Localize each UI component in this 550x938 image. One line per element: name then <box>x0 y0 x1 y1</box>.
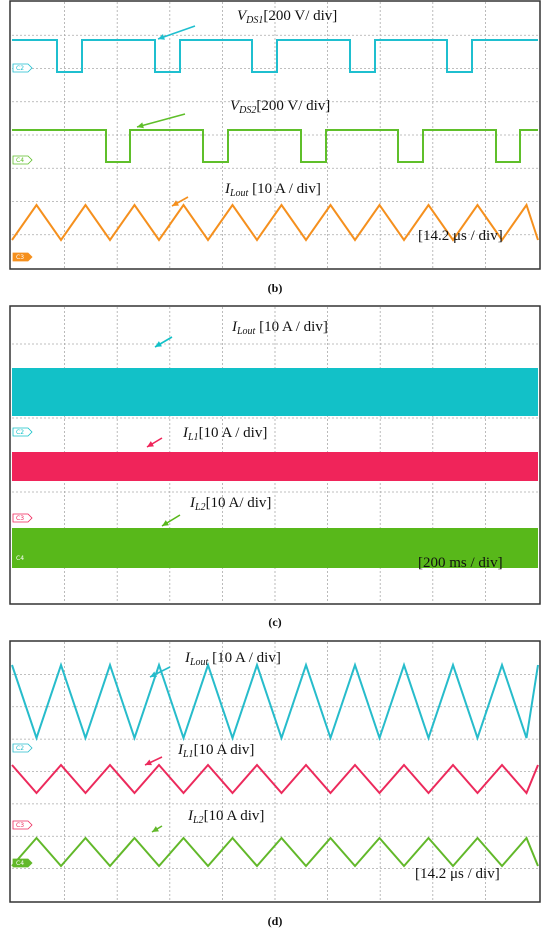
waveform-band <box>12 368 538 416</box>
channel-tag <box>12 427 33 437</box>
trace-subscript: Lout <box>229 188 249 199</box>
trace-scale: [10 A / div] <box>208 650 281 666</box>
trace-subscript: Lout <box>236 326 256 337</box>
channel-tag <box>12 252 33 262</box>
channel-tag-label: C4 <box>16 555 24 562</box>
arrow-head <box>158 34 165 40</box>
trace-scale: [200 V/ div] <box>263 8 337 24</box>
trace-symbol: I <box>231 319 238 335</box>
channel-tag-label: C4 <box>16 157 24 164</box>
trace-subscript: L2 <box>194 502 206 513</box>
caption: (b) <box>268 281 283 295</box>
trace-symbol: I <box>182 425 189 441</box>
caption: (d) <box>268 914 283 928</box>
trace-subscript: L1 <box>187 432 199 443</box>
arrow-head <box>162 520 169 526</box>
channel-tag-label: C2 <box>16 429 24 436</box>
trace-subscript: L1 <box>182 749 194 760</box>
arrow-head <box>137 122 144 129</box>
trace-subscript: L2 <box>192 815 204 826</box>
waveform <box>11 661 539 742</box>
caption: (c) <box>268 615 281 629</box>
timebase: [200 ms / div] <box>418 555 503 571</box>
trace-label: IL2[10 A/ div] <box>189 495 271 513</box>
trace-symbol: I <box>177 742 184 758</box>
channel-tag-label: C3 <box>16 515 24 522</box>
channel-tag <box>12 820 33 830</box>
trace-symbol: I <box>224 181 231 197</box>
trace-scale: [200 V/ div] <box>256 98 330 114</box>
channel-tag <box>12 63 33 73</box>
arrow-head <box>152 826 159 832</box>
trace-subscript: Lout <box>189 657 209 668</box>
channel-tag-label: C3 <box>16 254 24 261</box>
trace-label: ILout [10 A / div] <box>231 319 328 337</box>
waveform <box>11 836 539 868</box>
trace-label: IL1[10 A div] <box>177 742 254 760</box>
waveform <box>11 763 539 795</box>
waveform <box>11 202 539 242</box>
trace-label: IL1[10 A / div] <box>182 425 267 443</box>
timebase: [14.2 μs / div] <box>418 228 503 244</box>
trace-label: VDS1[200 V/ div] <box>237 8 337 26</box>
arrow-head <box>145 759 152 766</box>
arrow-head <box>172 200 179 206</box>
trace-scale: [10 A div] <box>194 742 255 758</box>
trace-symbol: V <box>237 8 248 24</box>
trace-symbol: I <box>187 808 194 824</box>
channel-tag <box>12 553 33 563</box>
trace-scale: [10 A / div] <box>199 425 268 441</box>
trace-label: ILout [10 A / div] <box>224 181 321 199</box>
trace-scale: [10 A/ div] <box>206 495 272 511</box>
waveform-band <box>12 452 538 481</box>
arrow <box>157 25 196 40</box>
channel-tag-label: C2 <box>16 65 24 72</box>
trace-subscript: DS2 <box>238 105 256 116</box>
channel-tag-label: C2 <box>16 745 24 752</box>
channel-tag-label: C3 <box>16 822 24 829</box>
channel-tag-label: C4 <box>16 860 24 867</box>
trace-scale: [10 A div] <box>204 808 265 824</box>
channel-tag <box>12 858 33 868</box>
trace-label: ILout [10 A / div] <box>184 650 281 668</box>
trace-scale: [10 A / div] <box>255 319 328 335</box>
channel-tag <box>12 155 33 165</box>
arrow-head <box>147 441 154 447</box>
channel-tag <box>12 743 33 753</box>
trace-symbol: I <box>184 650 191 666</box>
trace-label: VDS2[200 V/ div] <box>230 98 330 116</box>
trace-label: IL2[10 A div] <box>187 808 264 826</box>
trace-symbol: I <box>189 495 196 511</box>
channel-tag <box>12 513 33 523</box>
trace-subscript: DS1 <box>245 15 263 26</box>
waveform <box>12 129 538 163</box>
trace-symbol: V <box>230 98 241 114</box>
arrow <box>136 113 186 128</box>
arrow-head <box>150 671 157 677</box>
arrow-head <box>155 341 162 347</box>
timebase: [14.2 μs / div] <box>415 866 500 882</box>
waveform <box>12 39 538 73</box>
trace-scale: [10 A / div] <box>248 181 321 197</box>
waveform-band <box>12 528 538 568</box>
